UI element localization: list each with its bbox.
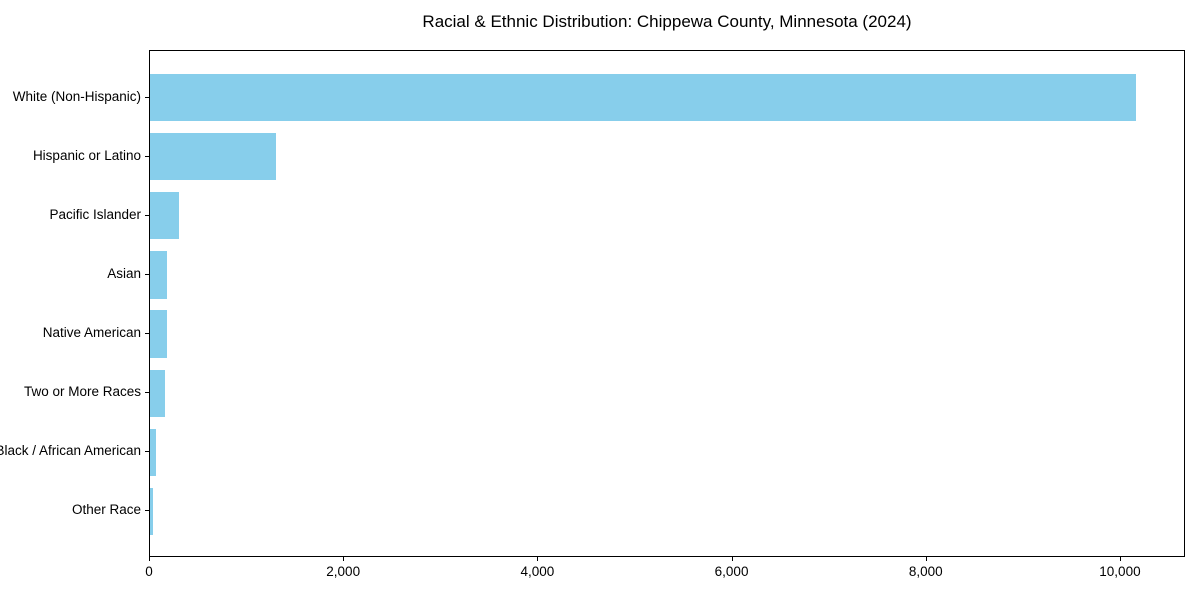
x-axis-tick [1119, 557, 1121, 561]
y-axis-label: White (Non-Hispanic) [12, 88, 141, 104]
y-axis-tick [145, 392, 149, 394]
plot-area [149, 50, 1185, 557]
y-axis-label: Pacific Islander [49, 206, 141, 222]
x-axis-tick [149, 557, 150, 561]
bar [150, 74, 1137, 122]
x-axis-tick-label: 10,000 [1099, 564, 1141, 579]
y-axis-tick [145, 96, 149, 98]
y-axis-label: Hispanic or Latino [32, 147, 141, 163]
y-axis-tick [145, 273, 149, 275]
x-axis-tick-label: 2,000 [326, 564, 361, 579]
x-axis-tick [731, 557, 733, 561]
bar [150, 310, 167, 358]
bar [150, 369, 165, 417]
x-axis-tick [925, 557, 927, 561]
bar [150, 192, 180, 240]
y-axis-label: Other Race [71, 502, 141, 518]
y-axis-label: Black / African American [0, 443, 141, 459]
y-axis-tick [145, 451, 149, 453]
y-axis-label: Asian [107, 265, 141, 281]
x-axis-tick-label: 4,000 [520, 564, 555, 579]
y-axis-tick [145, 214, 149, 216]
bar [150, 251, 167, 299]
x-axis-tick-label: 8,000 [908, 564, 943, 579]
x-axis-tick [343, 557, 345, 561]
bar [150, 133, 277, 181]
y-axis-tick [145, 155, 149, 157]
x-axis-tick [537, 557, 539, 561]
x-axis-tick-label: 6,000 [714, 564, 749, 579]
y-axis-tick [145, 333, 149, 335]
y-axis-tick [145, 510, 149, 512]
y-axis-label: Two or More Races [23, 384, 141, 400]
bar [150, 428, 157, 476]
bar [150, 487, 154, 535]
chart-title: Racial & Ethnic Distribution: Chippewa C… [422, 12, 912, 31]
x-axis-tick-label: 0 [145, 564, 153, 579]
y-axis-label: Native American [42, 325, 141, 341]
